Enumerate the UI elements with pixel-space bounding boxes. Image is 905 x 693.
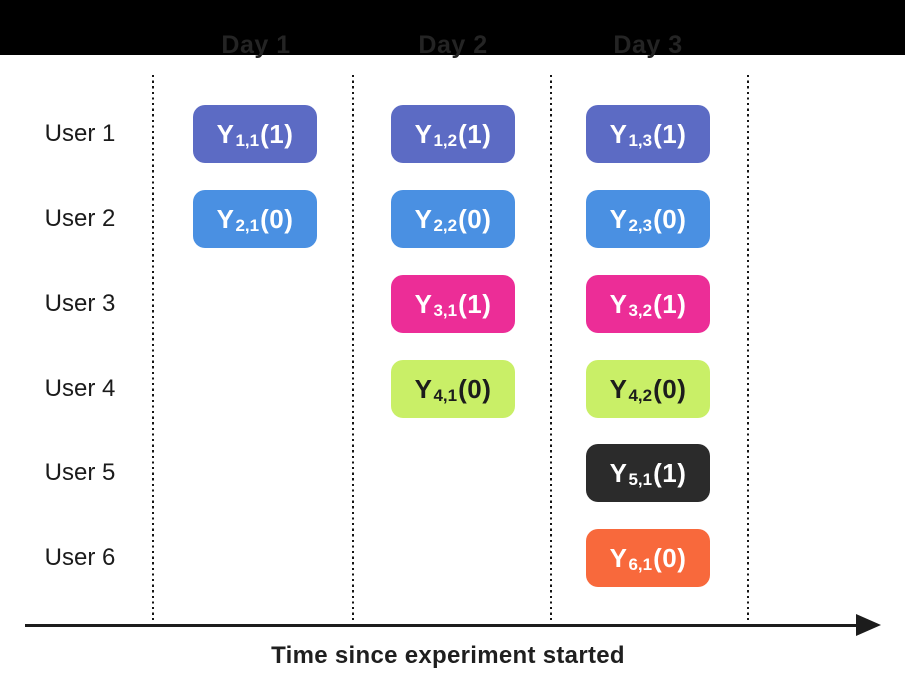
observation-value: (1): [653, 118, 687, 149]
observation-box-user5-day3: Y 5,1 (1): [586, 444, 710, 502]
observation-value: (1): [653, 457, 687, 488]
day-label-3: Day 3: [613, 31, 683, 59]
user-label-1: User 1: [44, 120, 116, 147]
observation-box-user2-day1: Y 2,1 (0): [193, 190, 317, 248]
observation-subscript: 3,2: [628, 301, 653, 320]
observation-symbol: Y: [414, 373, 433, 404]
observation-box-user1-day1: Y 1,1 (1): [193, 105, 317, 163]
observation-subscript: 5,1: [628, 470, 653, 489]
observation-box-user1-day3: Y 1,3 (1): [586, 105, 710, 163]
observation-box-user2-day3: Y 2,3 (0): [586, 190, 710, 248]
user-label-2: User 2: [44, 205, 116, 232]
observation-symbol: Y: [609, 118, 628, 149]
gridline-2: [352, 75, 355, 620]
observation-subscript: 4,1: [433, 386, 458, 405]
observation-value: (0): [260, 203, 294, 234]
observation-symbol: Y: [609, 203, 628, 234]
observation-box-user4-day3: Y 4,2 (0): [586, 360, 710, 418]
user-label-3: User 3: [44, 290, 116, 317]
observation-symbol: Y: [414, 288, 433, 319]
observation-symbol: Y: [414, 118, 433, 149]
observation-subscript: 2,2: [433, 216, 458, 235]
observation-value: (0): [653, 203, 687, 234]
time-axis-arrowhead-icon: [856, 614, 881, 636]
observation-symbol: Y: [609, 288, 628, 319]
observation-symbol: Y: [609, 373, 628, 404]
observation-value: (0): [458, 373, 492, 404]
time-axis-line: [25, 624, 859, 627]
observation-symbol: Y: [609, 542, 628, 573]
observation-value: (0): [653, 542, 687, 573]
user-label-4: User 4: [44, 375, 116, 402]
day-label-1: Day 1: [221, 31, 291, 59]
observation-symbol: Y: [216, 203, 235, 234]
observation-subscript: 6,1: [628, 555, 653, 574]
observation-box-user1-day2: Y 1,2 (1): [391, 105, 515, 163]
user-label-5: User 5: [44, 459, 116, 486]
observation-symbol: Y: [414, 203, 433, 234]
day-label-2: Day 2: [418, 31, 488, 59]
observation-value: (1): [458, 288, 492, 319]
observation-box-user3-day2: Y 3,1 (1): [391, 275, 515, 333]
user-label-6: User 6: [44, 544, 116, 571]
observation-subscript: 1,1: [235, 131, 260, 150]
observation-value: (0): [458, 203, 492, 234]
observation-symbol: Y: [216, 118, 235, 149]
observation-box-user2-day2: Y 2,2 (0): [391, 190, 515, 248]
observation-subscript: 3,1: [433, 301, 458, 320]
gridline-1: [152, 75, 155, 620]
gridline-4: [747, 75, 750, 620]
observation-value: (1): [458, 118, 492, 149]
observation-subscript: 2,1: [235, 216, 260, 235]
gridline-3: [550, 75, 553, 620]
observation-symbol: Y: [609, 457, 628, 488]
observation-value: (1): [653, 288, 687, 319]
observation-value: (0): [653, 373, 687, 404]
top-black-bar: [0, 0, 905, 55]
observation-value: (1): [260, 118, 294, 149]
observation-subscript: 1,3: [628, 131, 653, 150]
observation-box-user4-day2: Y 4,1 (0): [391, 360, 515, 418]
observation-box-user6-day3: Y 6,1 (0): [586, 529, 710, 587]
observation-box-user3-day3: Y 3,2 (1): [586, 275, 710, 333]
observation-subscript: 2,3: [628, 216, 653, 235]
time-axis-title: Time since experiment started: [271, 642, 625, 669]
observation-subscript: 4,2: [628, 386, 653, 405]
observation-subscript: 1,2: [433, 131, 458, 150]
